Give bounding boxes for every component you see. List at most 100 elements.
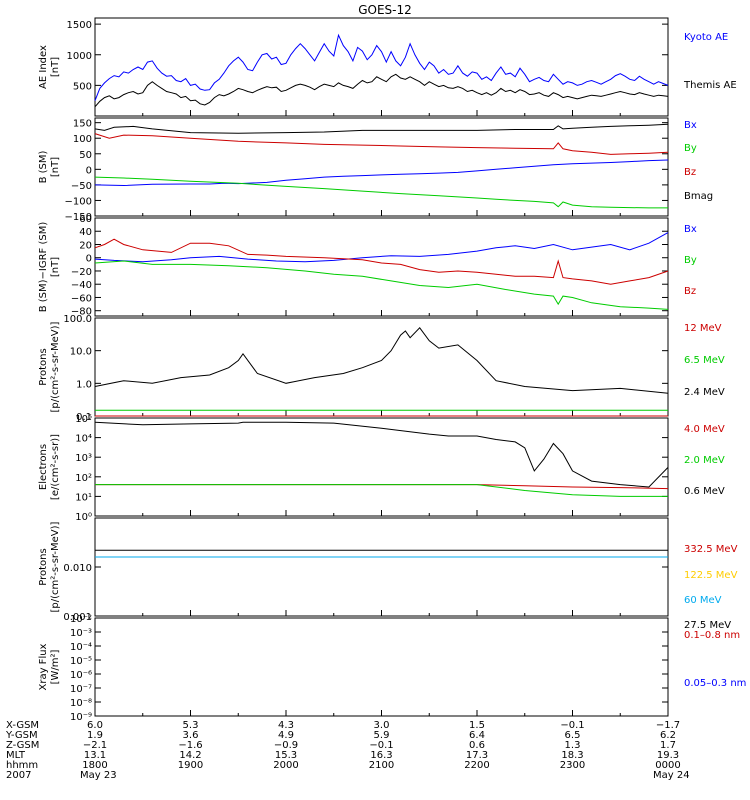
- y-tick-label: 20: [79, 240, 92, 251]
- series-line-bz: [94, 238, 669, 285]
- series-line-bmag: [94, 123, 669, 134]
- panel-frame: [94, 317, 669, 417]
- series-line-0-6-mev: [94, 421, 669, 488]
- y-tick-label: 10⁰: [75, 512, 92, 523]
- y-tick-label: 0.1: [76, 412, 92, 423]
- y-tick-label: 10⁻⁶: [70, 670, 92, 681]
- y-tick-label: −20: [71, 267, 92, 278]
- y-tick-label: −80: [71, 307, 92, 318]
- legend-entry: Bx: [684, 120, 697, 131]
- y-tick-label: 100: [73, 134, 92, 145]
- legend-entry: By: [684, 255, 697, 266]
- legend-entry: 332.5 MeV: [684, 544, 738, 555]
- legend-entry: Bz: [684, 167, 696, 178]
- legend-entry: 12 MeV: [684, 323, 722, 334]
- legend-entry: 2.4 MeV: [684, 387, 725, 398]
- y-tick-label: 10⁻⁷: [70, 684, 92, 695]
- y-tick-label: 10⁻⁵: [70, 656, 92, 667]
- ephemeris-value: −1.6: [178, 740, 202, 751]
- panel-electrons: 10⁰ 10¹ 10² 10³ 10⁴ 10⁵ Electrons [e/(cm²-s-sr)…: [38, 414, 725, 523]
- ephemeris-value: May 24: [653, 770, 690, 781]
- ephemeris-value: 4.9: [278, 730, 294, 741]
- ephemeris-value: 6.5: [565, 730, 581, 741]
- ephemeris-value: 13.1: [84, 750, 106, 761]
- legend-entry: 60 MeV: [684, 595, 722, 606]
- ephemeris-value: 14.2: [179, 750, 201, 761]
- y-tick-label: 1000: [67, 51, 92, 62]
- y-axis-label: Electrons: [38, 444, 49, 490]
- y-axis-label: [nT]: [50, 157, 61, 177]
- y-tick-label: 10⁻⁸: [70, 698, 92, 709]
- y-tick-label: 10⁻³: [70, 628, 92, 639]
- y-tick-label: 50: [79, 150, 92, 161]
- ephemeris-value: −0.9: [274, 740, 298, 751]
- y-tick-label: 100.0: [63, 314, 92, 325]
- ephemeris-value: 4.3: [278, 720, 294, 731]
- ephemeris-value: 1.5: [469, 720, 485, 731]
- series-line-by: [94, 176, 668, 209]
- ephemeris-row-label: X-GSM: [6, 720, 39, 731]
- series-line-bx: [94, 159, 669, 187]
- panel-b_minus_igrf: 60 40 20 0 −20 −40 −60 −80 B (SM)−IGRF (SM) [nT] B…: [38, 214, 697, 318]
- y-axis-label: B (SM)−IGRF (SM): [38, 222, 49, 313]
- ephemeris-row-label: hhmm: [6, 760, 38, 771]
- legend-entry: 0.6 MeV: [684, 486, 725, 497]
- y-axis-label: Xray Flux: [38, 643, 49, 690]
- y-tick-label: 1.0: [76, 379, 92, 390]
- y-axis-label: [e/(cm²-s-sr)]: [50, 434, 61, 500]
- panel-frame: [94, 17, 669, 117]
- ephemeris-value: 18.3: [561, 750, 583, 761]
- series-line-2-0-mev: [95, 484, 668, 497]
- ephemeris-value: 6.2: [660, 730, 676, 741]
- ephemeris-value: 3.0: [374, 720, 390, 731]
- y-tick-label: 60: [79, 214, 92, 225]
- ephemeris-value: 5.9: [374, 730, 390, 741]
- ephemeris-value: 1.7: [660, 740, 676, 751]
- series-line-4-0-mev: [95, 484, 669, 490]
- panel-frame: [94, 417, 669, 517]
- ephemeris-value: 15.3: [275, 750, 297, 761]
- series-line-bx: [94, 232, 669, 263]
- y-tick-label: 1500: [67, 20, 92, 31]
- ephemeris-row-label: Z-GSM: [6, 740, 39, 751]
- y-axis-label: [p/(cm²-s-sr-MeV)]: [50, 321, 61, 412]
- ephemeris-value: 2000: [273, 760, 298, 771]
- legend-entry: 6.5 MeV: [684, 355, 725, 366]
- y-tick-label: 10⁵: [75, 414, 92, 425]
- ephemeris-value: 5.3: [183, 720, 199, 731]
- ephemeris-value: 1.3: [565, 740, 581, 751]
- y-axis-label: B (SM): [38, 150, 49, 183]
- panel-frame: [94, 217, 669, 317]
- y-tick-label: 10.0: [70, 347, 92, 358]
- ephemeris-value: 0000: [655, 760, 680, 771]
- legend-entry: Bz: [684, 286, 696, 297]
- legend-entry: 122.5 MeV: [684, 570, 738, 581]
- ephemeris-value: 0.6: [469, 740, 485, 751]
- y-tick-label: 0.001: [63, 612, 92, 623]
- y-tick-label: 10³: [75, 453, 92, 464]
- y-tick-label: 10⁻⁴: [70, 642, 92, 653]
- panel-frame: [94, 117, 669, 217]
- y-tick-label: 0.010: [63, 563, 92, 574]
- y-axis-label: AE Index: [38, 45, 49, 89]
- y-tick-label: 0: [86, 254, 92, 265]
- legend-entry: Bmag: [684, 191, 713, 202]
- y-tick-label: 10⁻²: [70, 614, 92, 625]
- ephemeris-value: 1.9: [87, 730, 103, 741]
- series-line-kyoto-ae: [94, 33, 669, 101]
- series-line-2-4-mev: [94, 327, 669, 394]
- ephemeris-value: 6.0: [87, 720, 103, 731]
- legend-entry: 4.0 MeV: [684, 424, 725, 435]
- ephemeris-row-label: MLT: [6, 750, 26, 761]
- ephemeris-value: 6.4: [469, 730, 485, 741]
- y-tick-label: 10²: [75, 473, 92, 484]
- y-tick-label: 0: [86, 165, 92, 176]
- panel-b_sm: 150 100 50 0 −50 −100 −150 B (SM) [nT] Bx By Bz Bmag: [38, 117, 713, 223]
- panel-frame: [94, 617, 669, 717]
- y-tick-label: −60: [71, 293, 92, 304]
- legend-entry: Themis AE: [683, 80, 737, 91]
- panel-protons_high: 0.001 0.010 Protons [p/(cm²-s-sr-MeV)] 332.5…: [38, 517, 738, 631]
- y-axis-label: Protons: [38, 348, 49, 385]
- y-tick-label: 40: [79, 227, 92, 238]
